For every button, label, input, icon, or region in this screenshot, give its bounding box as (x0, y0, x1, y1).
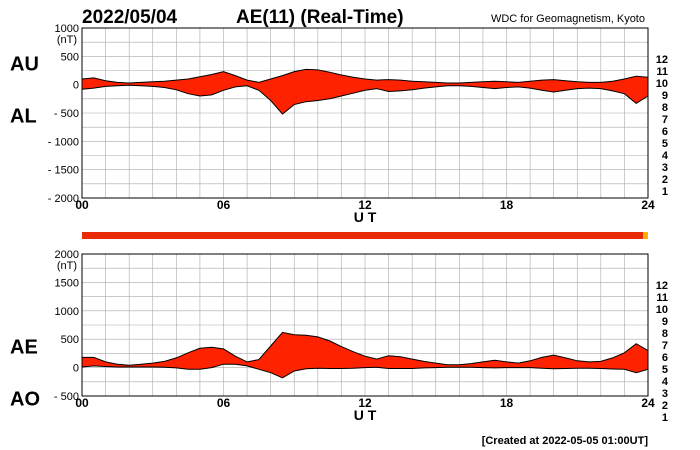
station-count-scale-label: 6 (662, 352, 668, 364)
unit-label: (nT) (57, 34, 77, 46)
station-count-scale-label: 8 (662, 328, 668, 340)
station-count-scale-label: 7 (662, 340, 668, 352)
ao-side-label: AO (10, 389, 40, 411)
y-tick-label: 0 (73, 363, 79, 375)
index-envelope-fill (82, 332, 648, 378)
y-tick-label: 1000 (55, 23, 79, 35)
lower-series-line (81, 363, 649, 379)
station-count-scale-label: 12 (656, 280, 668, 292)
station-count-scale-label: 11 (656, 292, 668, 304)
station-count-scale-label: 12 (656, 54, 668, 66)
ae-side-label: AE (10, 337, 38, 359)
x-tick-label: 06 (217, 198, 231, 212)
au-al-panel: 1000 500 0 - 500 - 1000 - 1500 - 2000 (nT) 00 06 1… (10, 23, 669, 225)
plot-frame (81, 27, 649, 199)
y-tick-label: - 1000 (48, 136, 79, 148)
au-side-label: AU (10, 54, 39, 76)
y-tick-label: - 500 (54, 391, 79, 403)
figure-title: AE(11) (Real-Time) (236, 7, 404, 28)
x-tick-label: 00 (75, 198, 89, 212)
x-tick-label: 18 (500, 198, 514, 212)
y-tick-label: 500 (61, 51, 79, 63)
al-side-label: AL (10, 106, 37, 128)
y-tick-label: 500 (61, 334, 79, 346)
x-axis-label: U T (354, 407, 377, 423)
upper-series-line (81, 68, 649, 84)
station-count-scale-label: 2 (662, 400, 668, 412)
created-timestamp: [Created at 2022-05-05 01:00UT] (482, 435, 649, 447)
station-count-scale-label: 10 (656, 78, 668, 90)
station-count-scale-label: 4 (662, 376, 669, 388)
y-tick-label: 1000 (55, 306, 79, 318)
station-count-scale-label: 3 (662, 162, 668, 174)
station-count-scale-label: 7 (662, 114, 668, 126)
x-axis-label: U T (354, 209, 377, 225)
station-count-scale-label: 1 (662, 186, 668, 198)
x-tick-label: 12 (358, 396, 372, 410)
station-count-scale-label: 5 (662, 138, 668, 150)
station-coverage-strip-end (643, 232, 648, 239)
index-envelope-fill (82, 69, 648, 115)
station-count-scale-label: 8 (662, 102, 668, 114)
lower-series-line (81, 84, 649, 115)
station-count-scale-label: 11 (656, 66, 668, 78)
credit-label: WDC for Geomagnetism, Kyoto (491, 13, 645, 25)
date-label: 2022/05/04 (82, 7, 178, 28)
station-count-scale-label: 6 (662, 126, 668, 138)
x-tick-label: 12 (358, 198, 372, 212)
x-tick-label: 06 (217, 396, 231, 410)
upper-series-line (82, 331, 649, 366)
station-count-scale-label: 1 (662, 412, 668, 424)
station-count-scale-label: 10 (656, 304, 668, 316)
station-count-scale-label: 5 (662, 364, 668, 376)
y-tick-label: - 2000 (48, 193, 79, 205)
x-tick-label: 00 (75, 396, 89, 410)
station-count-scale-label: 9 (662, 90, 668, 102)
x-tick-label: 18 (500, 396, 514, 410)
y-tick-label: - 500 (54, 108, 79, 120)
unit-label: (nT) (57, 260, 77, 272)
x-tick-label: 24 (641, 396, 655, 410)
y-tick-label: 0 (73, 80, 79, 92)
station-count-scale-label: 2 (662, 174, 668, 186)
station-count-scale-label: 3 (662, 388, 668, 400)
y-tick-label: 2000 (55, 249, 79, 261)
y-tick-label: 1500 (55, 277, 79, 289)
plot-frame (81, 253, 649, 397)
station-coverage-strip (82, 232, 648, 239)
y-tick-label: - 1500 (48, 165, 79, 177)
station-count-scale-label: 9 (662, 316, 668, 328)
station-count-scale-label: 4 (662, 150, 669, 162)
x-tick-label: 24 (641, 198, 655, 212)
